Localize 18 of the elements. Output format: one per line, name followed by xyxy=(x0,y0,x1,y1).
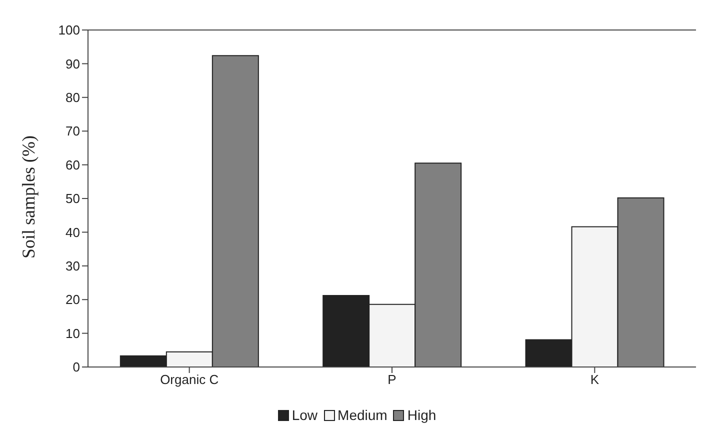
y-tick-label: 0 xyxy=(72,360,80,375)
legend-label: High xyxy=(407,407,436,423)
legend-label: Medium xyxy=(338,407,388,423)
y-tick-label: 10 xyxy=(66,326,80,341)
y-tick-label: 90 xyxy=(66,56,80,72)
y-tick-label: 40 xyxy=(66,224,80,240)
y-tick-label: 100 xyxy=(58,22,80,38)
x-tick-label: P xyxy=(388,372,396,388)
y-tick-label: 80 xyxy=(66,90,80,106)
y-tick-label: 60 xyxy=(66,157,80,172)
x-tick-label: Organic C xyxy=(160,372,219,388)
y-tick-label: 50 xyxy=(66,191,80,206)
y-axis-title: Soil samples (%) xyxy=(18,136,38,258)
legend-label: Low xyxy=(292,407,318,423)
y-tick-label: 30 xyxy=(66,258,80,274)
x-tick-label: K xyxy=(590,372,600,388)
y-tick-label: 70 xyxy=(66,124,80,139)
y-tick-label: 20 xyxy=(66,292,80,308)
